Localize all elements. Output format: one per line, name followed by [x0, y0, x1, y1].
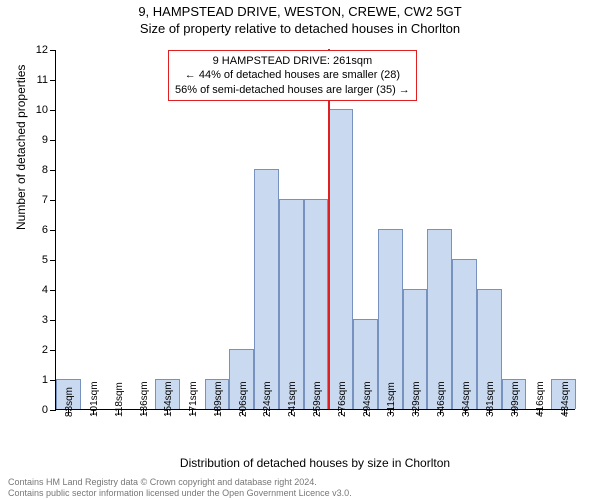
annotation-box: 9 HAMPSTEAD DRIVE: 261sqm← 44% of detach… [168, 50, 417, 101]
x-tick-label: 399sqm [510, 381, 521, 417]
x-tick-label: 206sqm [238, 381, 249, 417]
y-tick-label: 8 [42, 164, 56, 176]
annotation-line: 56% of semi-detached houses are larger (… [175, 83, 410, 97]
x-tick-label: 276sqm [337, 381, 348, 417]
x-tick-label: 364sqm [461, 381, 472, 417]
x-tick-label: 381sqm [485, 381, 496, 417]
histogram-bar [254, 169, 279, 409]
x-tick-label: 434sqm [560, 381, 571, 417]
x-tick-label: 154sqm [163, 381, 174, 417]
footer-line2: Contains public sector information licen… [8, 488, 352, 498]
y-axis-title: Number of detached properties [14, 65, 28, 230]
footer: Contains HM Land Registry data © Crown c… [8, 477, 352, 498]
x-tick-label: 259sqm [312, 381, 323, 417]
histogram-bar [279, 199, 304, 409]
x-tick-label: 189sqm [213, 381, 224, 417]
histogram-bar [304, 199, 329, 409]
x-tick-label: 136sqm [139, 381, 150, 417]
title-line1: 9, HAMPSTEAD DRIVE, WESTON, CREWE, CW2 5… [0, 4, 600, 19]
y-tick-label: 12 [36, 44, 56, 56]
title-line2: Size of property relative to detached ho… [0, 21, 600, 36]
y-tick-label: 3 [42, 314, 56, 326]
annotation-line: 9 HAMPSTEAD DRIVE: 261sqm [175, 54, 410, 68]
x-tick-label: 118sqm [114, 382, 125, 417]
x-tick-label: 241sqm [287, 381, 298, 417]
x-tick-label: 416sqm [535, 381, 546, 417]
marker-line [328, 49, 330, 409]
x-tick-label: 294sqm [362, 381, 373, 417]
y-tick-label: 11 [37, 74, 56, 86]
x-tick-label: 83sqm [64, 387, 75, 417]
y-tick-label: 10 [36, 104, 56, 116]
x-tick-label: 101sqm [89, 381, 100, 417]
y-tick-label: 2 [42, 344, 56, 356]
x-tick-label: 224sqm [262, 381, 273, 417]
y-tick-label: 5 [42, 254, 56, 266]
x-tick-label: 346sqm [436, 381, 447, 417]
x-tick-label: 171sqm [188, 381, 199, 417]
title-block: 9, HAMPSTEAD DRIVE, WESTON, CREWE, CW2 5… [0, 4, 600, 36]
x-tick-label: 311sqm [386, 382, 397, 417]
x-axis-title: Distribution of detached houses by size … [55, 456, 575, 470]
y-tick-label: 9 [42, 134, 56, 146]
y-tick-label: 1 [42, 374, 56, 386]
plot-area: 012345678910111283sqm101sqm118sqm136sqm1… [55, 50, 575, 410]
histogram-bar [328, 109, 353, 409]
footer-line1: Contains HM Land Registry data © Crown c… [8, 477, 352, 487]
x-tick-label: 329sqm [411, 381, 422, 417]
y-tick-label: 6 [42, 224, 56, 236]
y-tick-label: 7 [42, 194, 56, 206]
chart-figure: 9, HAMPSTEAD DRIVE, WESTON, CREWE, CW2 5… [0, 0, 600, 500]
y-tick-label: 4 [42, 284, 56, 296]
y-tick-label: 0 [42, 404, 56, 416]
annotation-line: ← 44% of detached houses are smaller (28… [175, 68, 410, 82]
